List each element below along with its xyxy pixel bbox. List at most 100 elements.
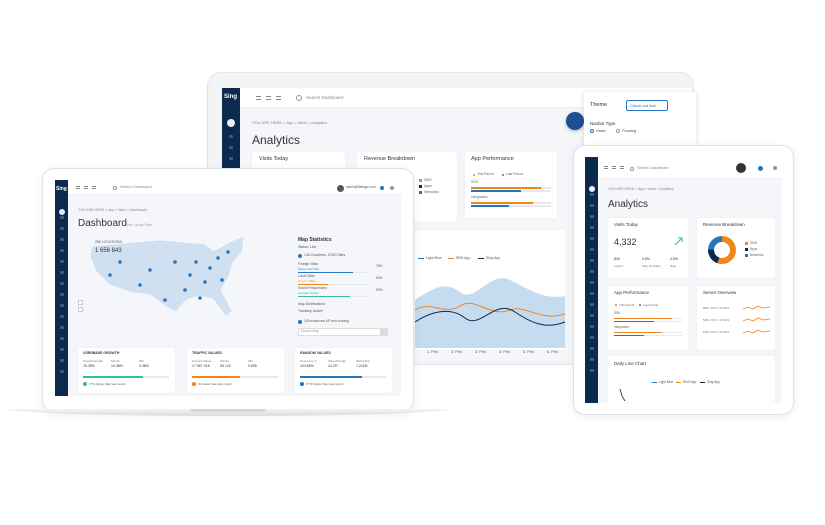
button-label: Check out live! xyxy=(630,102,657,108)
page-title: Analytics xyxy=(252,133,301,147)
bar xyxy=(300,376,362,378)
card-title: TRAFFIC VALUES xyxy=(192,351,222,356)
sidebar-icon xyxy=(59,370,64,373)
dot xyxy=(227,119,235,127)
item-label: Takeoff Angle xyxy=(328,358,346,363)
x-tick-label: 6. Feb xyxy=(547,350,558,355)
map-caption: 286 LOCATIONS xyxy=(95,240,122,245)
legend-label: This Period xyxy=(619,302,635,307)
dot xyxy=(298,254,302,258)
search-input[interactable]: Search Dashboard xyxy=(637,166,669,171)
item-label: Overall Growth xyxy=(83,358,104,363)
search-placeholder: Search Map xyxy=(301,329,319,334)
track xyxy=(614,335,682,337)
track xyxy=(471,205,551,207)
card-title: Visits Today xyxy=(259,156,289,163)
sidebar-icon xyxy=(589,248,594,251)
stat-label: Sound Frequencies xyxy=(298,286,327,291)
stat-label: Local Visits xyxy=(298,274,315,279)
stat-sub: Average Bitrate xyxy=(298,290,319,295)
dot xyxy=(298,320,302,324)
card-title: Revenue Breakdown xyxy=(703,221,745,227)
dot xyxy=(83,382,87,386)
legend-swatch xyxy=(419,185,422,188)
header-icon xyxy=(276,96,281,100)
dot xyxy=(300,382,304,386)
map-count: 1 656 843 xyxy=(95,248,122,254)
sidebar-icon xyxy=(59,249,64,252)
legend-line xyxy=(700,382,705,383)
settings-button[interactable] xyxy=(566,112,584,130)
sidebar-icon xyxy=(59,282,64,285)
card xyxy=(608,218,688,278)
page-subtitle: The Lucky One xyxy=(126,223,152,228)
x-tick-label: 3. Feb xyxy=(475,350,486,355)
item-label: Logins xyxy=(614,263,623,268)
sidebar-icon xyxy=(59,348,64,351)
sidebar-icon xyxy=(589,336,594,339)
zoom-in[interactable] xyxy=(78,300,83,305)
trend-arrow xyxy=(674,237,683,246)
sidebar-icon xyxy=(59,271,64,274)
status: Status: Live xyxy=(298,245,317,250)
radio[interactable] xyxy=(616,129,620,133)
legend-label: Last Period xyxy=(643,302,659,307)
breadcrumb: YOU ARE HERE > App > Main > Analytics xyxy=(252,120,328,125)
legend-swatch xyxy=(745,242,748,245)
bar xyxy=(298,296,350,298)
dot xyxy=(390,186,394,190)
sparkline xyxy=(743,329,771,334)
item-value: 55 120 xyxy=(220,364,231,369)
card-title: USERBASE GROWTH xyxy=(83,351,120,356)
server-row: 57% / 21°C / 3.3 Ghz xyxy=(703,329,730,334)
bar xyxy=(614,321,654,323)
bar xyxy=(471,190,521,192)
legend-swatch xyxy=(745,254,748,257)
sidebar-icon xyxy=(59,260,64,263)
x-tick-label: 4. Feb xyxy=(499,350,510,355)
legend-label: Apps xyxy=(750,246,758,251)
legend-label: Apps xyxy=(424,183,432,188)
breadcrumb: YOU ARE HERE > App > Main > Analytics xyxy=(608,187,674,192)
legend-line xyxy=(418,258,424,259)
sidebar-icon xyxy=(589,314,594,317)
sidebar-icon xyxy=(229,157,233,160)
sidebar-icon xyxy=(229,146,233,149)
dot xyxy=(638,303,642,307)
sidebar-icon xyxy=(589,303,594,306)
theme-panel xyxy=(584,92,696,154)
item-label: Overall Values xyxy=(192,358,212,363)
card-footer: 3% lower than last month xyxy=(198,381,232,386)
search-input[interactable]: Search Dashboard xyxy=(120,185,152,190)
laptop-notch xyxy=(190,409,266,412)
sidebar xyxy=(585,157,598,403)
legend-label: Networks xyxy=(750,252,764,257)
x-tick-label: 5. Feb xyxy=(523,350,534,355)
radio[interactable] xyxy=(590,129,594,133)
sidebar-icon xyxy=(589,204,594,207)
brand: Sing xyxy=(224,94,237,100)
dot xyxy=(773,166,777,170)
sidebar-icon xyxy=(589,325,594,328)
legend-line xyxy=(652,382,657,383)
sidebar-icon xyxy=(59,227,64,230)
donut-chart xyxy=(708,236,736,264)
search-input[interactable]: Search Dashboard xyxy=(306,94,344,100)
legend-swatch xyxy=(419,179,422,182)
card-title: Visits Today xyxy=(614,221,638,227)
live-button[interactable] xyxy=(626,100,668,111)
stat-value: 84% xyxy=(376,276,383,281)
header-icon xyxy=(604,166,608,169)
legend-swatch xyxy=(745,248,748,251)
header-icon xyxy=(76,186,80,189)
page-title: Analytics xyxy=(608,199,649,210)
card-footer: 77% higher than last month xyxy=(89,381,126,386)
zoom-out[interactable] xyxy=(78,307,83,312)
panel-title: Map Statistics xyxy=(298,236,332,243)
search-button[interactable] xyxy=(380,329,388,335)
sparkline xyxy=(743,317,771,322)
item-value: 3.38% xyxy=(139,364,149,369)
dot xyxy=(614,303,618,307)
sidebar-icon xyxy=(589,270,594,273)
